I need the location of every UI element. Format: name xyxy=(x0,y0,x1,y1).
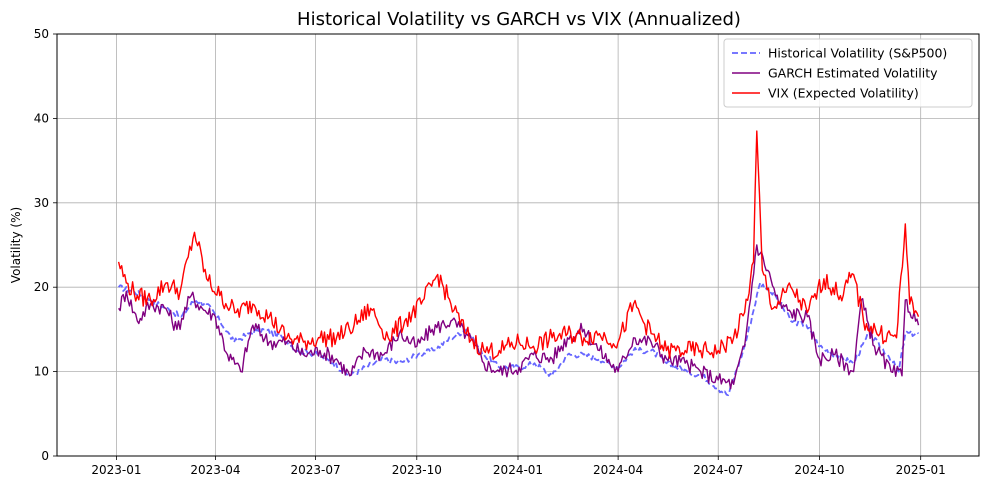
x-tick-label: 2023-04 xyxy=(190,463,240,477)
x-tick-label: 2024-07 xyxy=(693,463,743,477)
x-tick-label: 2023-07 xyxy=(290,463,340,477)
y-tick-label: 0 xyxy=(41,449,49,463)
y-tick-label: 30 xyxy=(34,196,49,210)
y-tick-label: 20 xyxy=(34,280,49,294)
chart-title: Historical Volatility vs GARCH vs VIX (A… xyxy=(297,9,741,30)
legend-box xyxy=(723,38,973,108)
legend-label: GARCH Estimated Volatility xyxy=(768,66,938,81)
legend-label: Historical Volatility (S&P500) xyxy=(768,46,947,61)
series-line xyxy=(117,130,920,360)
x-tick-label: 2024-10 xyxy=(794,463,844,477)
y-tick-label: 50 xyxy=(34,27,49,41)
ticks: 2023-01 2023-04 2023-07 2023-10 2024-01 2024-… xyxy=(34,27,946,477)
x-tick-label: 2024-01 xyxy=(493,463,543,477)
series-layer xyxy=(117,130,920,397)
x-tick-label: 2025-01 xyxy=(896,463,946,477)
x-tick-label: 2023-01 xyxy=(91,463,141,477)
series-line xyxy=(118,244,920,390)
x-tick-label: 2024-04 xyxy=(593,463,643,477)
y-tick-label: 10 xyxy=(34,365,49,379)
y-tick-label: 40 xyxy=(34,111,49,125)
y-axis-title: Volatility (%) xyxy=(9,207,23,283)
legend: Historical Volatility (S&P500) GARCH Esti… xyxy=(723,38,973,108)
legend-label: VIX (Expected Volatility) xyxy=(768,86,919,101)
x-tick-label: 2023-10 xyxy=(392,463,442,477)
